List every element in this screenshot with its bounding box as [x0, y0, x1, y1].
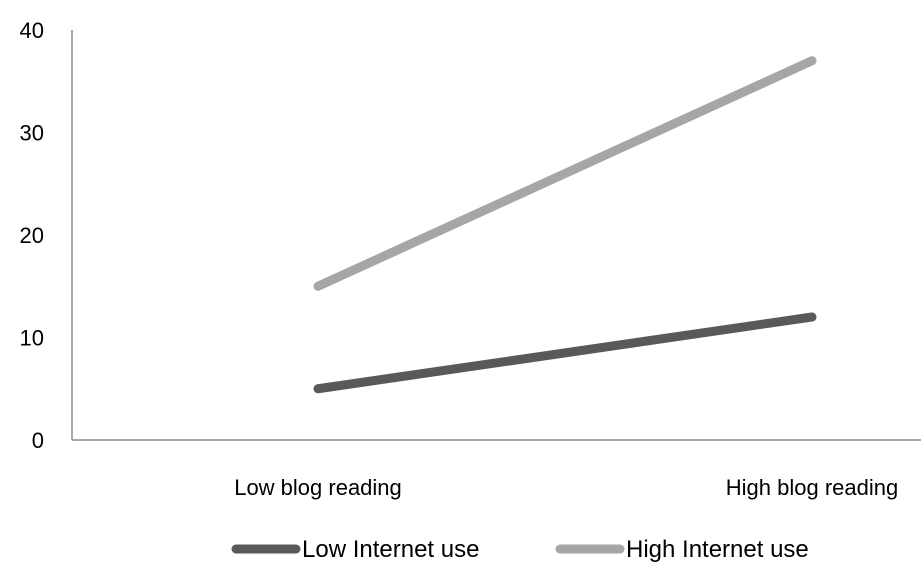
series-line-1 — [313, 56, 817, 291]
y-tick-label: 40 — [20, 18, 44, 43]
y-tick-labels: 0 10 20 30 40 — [20, 18, 44, 453]
series-lines — [313, 56, 817, 394]
y-tick-label: 30 — [20, 121, 44, 146]
legend-label: High Internet use — [626, 536, 809, 563]
y-tick-label: 10 — [20, 326, 44, 351]
y-tick-label: 0 — [32, 428, 44, 453]
x-tick-label: Low blog reading — [234, 475, 402, 500]
legend: Low Internet use High Internet use — [231, 536, 809, 563]
axes — [71, 30, 921, 441]
y-tick-label: 20 — [20, 223, 44, 248]
series-line-0 — [313, 312, 817, 394]
legend-label: Low Internet use — [302, 536, 479, 563]
x-tick-labels: Low blog reading High blog reading — [234, 475, 898, 500]
x-tick-label: High blog reading — [726, 475, 898, 500]
